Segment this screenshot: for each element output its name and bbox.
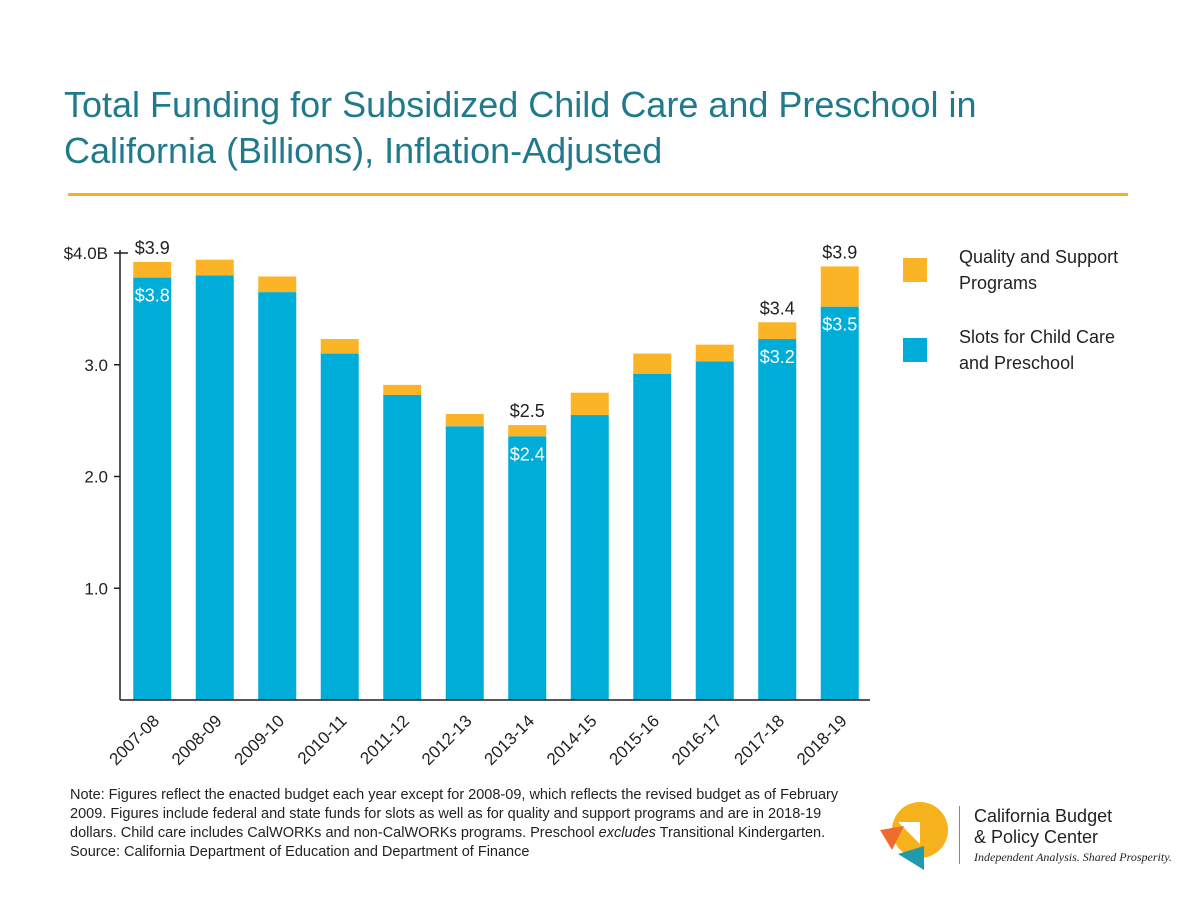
- y-tick-label: 1.0: [84, 579, 108, 598]
- bar-slots: [758, 339, 797, 700]
- bar-quality: [258, 276, 297, 293]
- bar-quality: [195, 259, 234, 276]
- total-value-label: $2.5: [510, 401, 545, 421]
- x-tick-label: 2014-15: [543, 711, 601, 769]
- note-text: Note: Figures reflect the enacted budget…: [70, 786, 870, 843]
- source-text: Source: California Department of Educati…: [70, 844, 530, 860]
- y-axis-ticks: $4.0B 3.0 2.0 1.0: [64, 244, 128, 598]
- bar-quality: [133, 261, 172, 278]
- x-tick-label: 2007-08: [106, 711, 164, 769]
- bars: [133, 259, 859, 700]
- bar-quality: [820, 266, 859, 307]
- chart-note: Note: Figures reflect the enacted budget…: [70, 786, 870, 862]
- total-value-label: $3.9: [822, 242, 857, 262]
- x-tick-label: 2009-10: [231, 711, 289, 769]
- bar-quality: [570, 392, 609, 416]
- legend: Quality and Support Programs Slots for C…: [903, 244, 1163, 404]
- bar-slots: [570, 415, 609, 700]
- x-tick-label: 2018-19: [793, 711, 851, 769]
- bar-slots: [695, 361, 734, 700]
- bar-quality: [758, 322, 797, 340]
- legend-label-quality: Quality and Support Programs: [959, 244, 1159, 296]
- bar-slots: [258, 292, 297, 700]
- bar-quality: [383, 384, 422, 395]
- legend-swatch-quality: [903, 258, 927, 282]
- legend-item-quality: Quality and Support Programs: [903, 244, 1163, 324]
- legend-label-quality-line2: Programs: [959, 273, 1038, 293]
- bar-quality: [445, 413, 484, 427]
- x-tick-label: 2017-18: [731, 711, 789, 769]
- bar-slots: [195, 275, 234, 700]
- slots-value-label: $3.8: [135, 286, 170, 306]
- logo-name-line1: California Budget: [974, 806, 1113, 826]
- slots-value-label: $3.5: [822, 315, 857, 335]
- bar-quality: [633, 353, 672, 374]
- x-tick-label: 2013-14: [481, 711, 539, 769]
- total-value-label: $3.9: [135, 238, 170, 258]
- bar-slots: [508, 436, 547, 700]
- logo-name: California Budget & Policy Center: [974, 806, 1112, 848]
- chart-title: Total Funding for Subsidized Child Care …: [64, 84, 977, 171]
- data-labels: $3.9 $3.8 $2.5 $2.4 $3.4 $3.2 $3.9 $3.5: [135, 238, 858, 464]
- x-tick-label: 2016-17: [668, 711, 726, 769]
- legend-label-slots-line2: and Preschool: [959, 353, 1075, 373]
- logo-name-line2: & Policy Center: [974, 827, 1099, 847]
- x-tick-label: 2015-16: [606, 711, 664, 769]
- legend-label-slots-line1: Slots for Child Care: [959, 327, 1116, 347]
- logo-tagline: Independent Analysis. Shared Prosperity.: [974, 850, 1172, 864]
- logo-divider: [959, 806, 960, 864]
- slots-value-label: $3.2: [760, 347, 795, 367]
- bar-quality: [320, 339, 359, 354]
- bar-quality: [508, 425, 547, 437]
- y-tick-label: 2.0: [84, 468, 108, 487]
- legend-label-slots: Slots for Child Care and Preschool: [959, 324, 1159, 376]
- x-tick-label: 2011-12: [356, 711, 413, 768]
- bar-slots: [633, 373, 672, 700]
- y-tick-label: $4.0B: [64, 244, 108, 263]
- bar-slots: [445, 426, 484, 700]
- title-rule: [68, 193, 1128, 196]
- bar-slots: [133, 277, 172, 700]
- bar-slots: [383, 394, 422, 700]
- x-axis-labels: 2007-08 2008-09 2009-10 2010-11 2011-12 2012-…: [106, 711, 851, 769]
- y-tick-label: 3.0: [84, 356, 108, 375]
- note-text-italic: excludes: [598, 825, 656, 841]
- bar-quality: [695, 344, 734, 362]
- total-value-label: $3.4: [760, 298, 795, 318]
- legend-swatch-slots: [903, 338, 927, 362]
- x-tick-label: 2012-13: [418, 711, 476, 769]
- legend-label-quality-line1: Quality and Support: [959, 247, 1119, 267]
- x-tick-label: 2008-09: [168, 711, 226, 769]
- legend-item-slots: Slots for Child Care and Preschool: [903, 324, 1163, 404]
- note-text-main: Note: Figures reflect the enacted budget…: [70, 787, 839, 841]
- x-tick-label: 2010-11: [294, 711, 351, 768]
- bar-slots: [820, 306, 859, 700]
- note-text-end: Transitional Kindergarten.: [655, 825, 826, 841]
- logo-mark-icon: [880, 802, 948, 870]
- organization-logo: California Budget & Policy Center Indepe…: [876, 800, 1176, 880]
- bar-chart: $4.0B3.02.01.0 $3.9$3.8$2.5$2.4$3.4$3.2$…: [64, 238, 870, 769]
- slots-value-label: $2.4: [510, 444, 545, 464]
- bar-slots: [320, 353, 359, 700]
